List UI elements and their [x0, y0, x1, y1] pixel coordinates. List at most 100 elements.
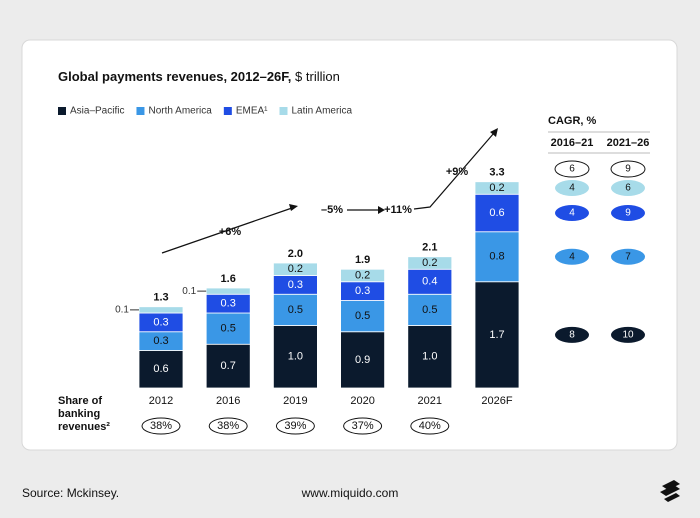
value-label: 0.3 [153, 316, 168, 328]
cagr-oval [610, 160, 646, 178]
value-label: 0.6 [153, 363, 168, 375]
bar-segment [138, 306, 184, 314]
legend-swatch [279, 107, 288, 115]
cagr-oval [555, 180, 589, 196]
cagr-oval [611, 205, 645, 221]
bar-segment [272, 293, 318, 326]
value-label: 0.1 [182, 286, 196, 297]
bar-segment [272, 262, 318, 276]
growth-label: +11% [384, 204, 412, 216]
x-tick-label: 2019 [283, 395, 307, 407]
cagr-oval [555, 326, 589, 343]
bar-segment [272, 325, 318, 389]
cagr-oval [554, 160, 590, 178]
value-label: 0.7 [221, 360, 236, 372]
value-label: 0.2 [422, 257, 437, 269]
cagr-value: 6 [569, 164, 575, 175]
cagr-value: 4 [569, 208, 575, 219]
value-label: 0.5 [355, 310, 370, 322]
logo [660, 480, 680, 502]
cagr-value: 4 [569, 251, 575, 262]
share-oval [208, 417, 248, 435]
bar-segment [205, 343, 251, 389]
total-label: 1.3 [153, 292, 168, 304]
source: Source: Mckinsey. [22, 486, 119, 500]
card [21, 39, 678, 451]
legend-label: Asia–Pacific [70, 106, 124, 117]
legend-label: Latin America [292, 106, 353, 117]
value-label: 1.0 [288, 351, 303, 363]
value-label: 0.2 [288, 263, 303, 275]
cagr-value: 9 [625, 164, 631, 175]
cagr-value: 4 [569, 183, 575, 194]
growth-label: +9% [446, 166, 469, 178]
share-label: 39% [284, 420, 306, 432]
total-label: 2.1 [422, 242, 437, 254]
value-label: 0.6 [489, 207, 504, 219]
share-oval [410, 417, 450, 435]
value-label: 0.5 [221, 323, 236, 335]
value-label: 0.5 [422, 304, 437, 316]
cagr-value: 6 [625, 183, 631, 194]
chart-unit: $ trillion [295, 69, 340, 84]
bar-segment [407, 268, 453, 295]
growth-label: +6% [219, 226, 242, 238]
bar-segment [205, 312, 251, 345]
growth-label: –5% [321, 204, 343, 216]
value-label: 1.7 [489, 329, 504, 341]
total-label: 1.9 [355, 254, 370, 266]
value-label: 0.2 [489, 182, 504, 194]
x-tick-label: 2021 [418, 395, 442, 407]
x-tick-label: 2020 [350, 395, 374, 407]
cagr-column: 2016–21 [551, 137, 594, 149]
x-tick-label: 2016 [216, 395, 240, 407]
share-label: Share of [58, 395, 102, 407]
x-tick-label: 2026F [481, 395, 512, 407]
bar-segment [407, 256, 453, 270]
value-label: 0.3 [355, 285, 370, 297]
cagr-value: 9 [625, 208, 631, 219]
bar-segment [474, 231, 520, 283]
cagr-value: 8 [569, 330, 575, 341]
x-tick-label: 2012 [149, 395, 173, 407]
growth-arrows [161, 132, 495, 254]
cagr-column: 2021–26 [607, 137, 650, 149]
value-label: 0.3 [288, 279, 303, 291]
cagr-oval [611, 248, 645, 265]
share-label: revenues² [58, 421, 110, 433]
total-label: 2.0 [288, 248, 303, 260]
legend-label: EMEA¹ [236, 106, 268, 117]
chart-title: Global payments revenues, 2012–26F, [58, 69, 291, 84]
share-oval [141, 417, 181, 435]
value-label: 0.1 [115, 305, 129, 316]
total-label: 3.3 [489, 167, 504, 179]
share-oval [275, 417, 315, 435]
value-label: 0.4 [422, 276, 437, 288]
value-label: 0.2 [355, 269, 370, 281]
bar-segment [340, 331, 386, 389]
share-label: 38% [150, 420, 172, 432]
total-label: 1.6 [221, 273, 236, 285]
share-label: banking [58, 408, 100, 420]
bar-segment [205, 287, 251, 295]
cagr-value: 10 [622, 330, 634, 341]
bar-segment [474, 181, 520, 195]
cagr-title: CAGR, % [548, 115, 597, 127]
cagr-value: 7 [625, 251, 631, 262]
arrow-heads [289, 128, 498, 214]
cagr-oval [555, 205, 589, 221]
value-label: 0.3 [153, 335, 168, 347]
bar-segment [138, 350, 184, 389]
title-line: Global payments revenues, 2012–26F, $ tr… [58, 69, 340, 84]
value-label: 0.3 [221, 298, 236, 310]
bar-segment [340, 268, 386, 283]
cagr-oval [611, 180, 645, 196]
share-oval [343, 417, 383, 435]
bar-segment [407, 293, 453, 326]
legend-swatch [58, 107, 66, 115]
bar-segment [474, 193, 520, 233]
site: www.miquido.com [301, 486, 399, 500]
value-label: 0.8 [489, 251, 504, 263]
cagr-oval [555, 248, 589, 265]
cagr-oval [611, 326, 645, 343]
